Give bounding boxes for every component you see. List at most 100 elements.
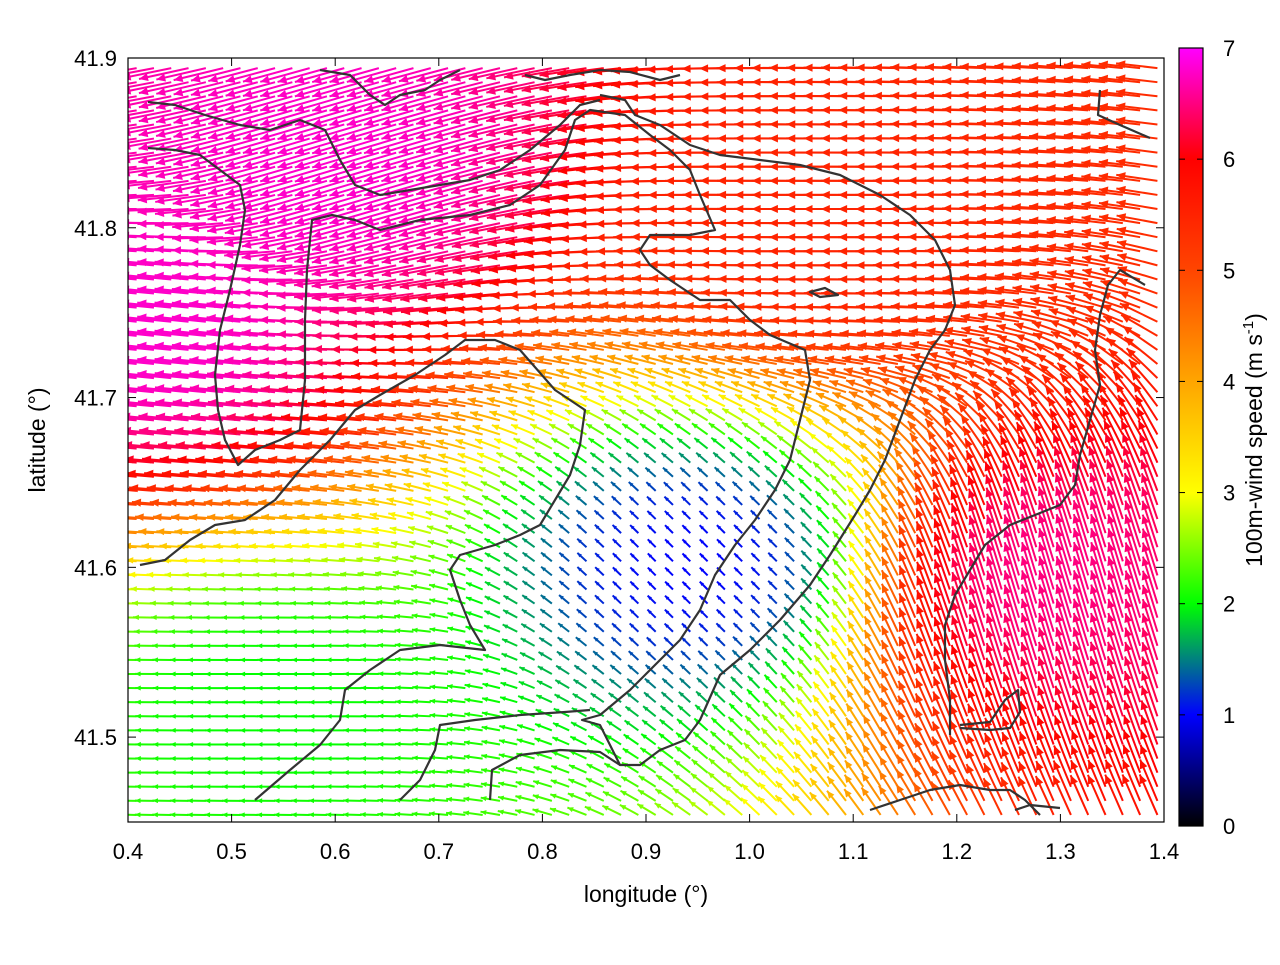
wind-vector	[613, 553, 621, 561]
wind-vector	[523, 567, 535, 576]
wind-vector	[551, 780, 569, 787]
wind-vector	[465, 655, 483, 660]
wind-vector	[881, 504, 898, 533]
wind-vector	[784, 621, 794, 632]
wind-vector	[133, 615, 154, 620]
wind-vector	[257, 700, 275, 705]
wind-vector	[698, 482, 707, 491]
wind-vector	[205, 798, 223, 803]
wind-vector	[783, 634, 794, 646]
wind-vector	[700, 525, 708, 533]
wind-vector	[751, 567, 759, 575]
wind-vector	[864, 644, 880, 674]
wind-vector	[763, 451, 777, 463]
wind-vector	[274, 629, 292, 634]
wind-vector	[1117, 227, 1158, 238]
wind-vector	[664, 637, 673, 646]
wind-vector	[447, 755, 466, 760]
wind-vector	[689, 409, 708, 420]
wind-vector	[205, 728, 223, 733]
wind-vector	[694, 438, 707, 449]
wind-vector	[682, 539, 690, 547]
wind-vector	[343, 798, 362, 803]
wind-vector	[522, 609, 535, 617]
wind-vector	[665, 553, 673, 561]
wind-vector	[222, 629, 241, 634]
wind-vector	[308, 615, 327, 620]
wind-vector	[558, 637, 570, 645]
wind-vector	[326, 672, 344, 677]
wind-vector	[863, 715, 880, 744]
wind-vector	[483, 654, 500, 660]
wind-vector	[817, 520, 829, 533]
wind-vector	[862, 773, 881, 801]
wind-vector	[503, 524, 517, 533]
wind-vector	[343, 714, 361, 719]
wind-vector	[360, 812, 379, 817]
wind-vector	[485, 596, 500, 603]
wind-vector	[607, 438, 621, 448]
wind-vector	[170, 657, 189, 662]
wind-vector	[187, 798, 206, 803]
wind-vector	[170, 812, 189, 817]
wind-vector	[447, 670, 465, 675]
wind-vector	[205, 784, 223, 789]
wind-vector	[946, 351, 985, 364]
wind-vector	[463, 496, 483, 505]
wind-vector	[240, 657, 258, 662]
wind-vector	[429, 769, 448, 774]
colorbar-tick-label: 3	[1223, 481, 1235, 506]
wind-vector	[274, 714, 292, 719]
wind-vector	[205, 714, 223, 719]
wind-vector	[730, 690, 742, 702]
wind-vector	[680, 468, 690, 477]
wind-vector	[256, 601, 276, 606]
wind-vector	[447, 727, 466, 732]
wind-vector	[751, 581, 759, 589]
y-axis-label: latitude (°)	[24, 387, 50, 492]
wind-vector	[577, 539, 586, 547]
colorbar-gradient	[1179, 48, 1203, 826]
wind-vector	[768, 595, 777, 604]
wind-vector	[291, 798, 309, 803]
wind-vector	[749, 649, 759, 659]
wind-vector	[865, 522, 881, 547]
wind-vector	[897, 740, 915, 773]
wind-vector	[672, 802, 690, 815]
wind-vector	[482, 683, 500, 688]
wind-vector	[534, 766, 552, 773]
wind-vector	[222, 728, 240, 733]
wind-vector	[393, 585, 413, 590]
wind-vector	[760, 755, 777, 773]
wind-vector	[763, 701, 777, 716]
wind-vector	[682, 610, 690, 618]
wind-vector	[748, 676, 760, 688]
wind-vector	[693, 746, 708, 759]
wind-vector	[813, 462, 828, 477]
wind-vector	[625, 720, 639, 730]
wind-vector	[725, 771, 742, 786]
wind-vector	[557, 652, 569, 660]
y-tick-label: 41.8	[74, 216, 117, 241]
wind-vector	[291, 784, 309, 789]
wind-vector	[620, 805, 639, 815]
wind-vector	[722, 408, 742, 420]
wind-vector	[498, 810, 517, 815]
wind-vector	[749, 663, 760, 674]
wind-vector	[734, 511, 742, 519]
wind-vector	[895, 365, 932, 378]
wind-vector	[914, 783, 933, 815]
wind-vector	[343, 742, 361, 747]
wind-vector	[699, 497, 708, 505]
wind-vector	[846, 380, 881, 393]
wind-vector	[799, 478, 812, 491]
wind-vector	[576, 510, 586, 519]
wind-vector	[541, 553, 552, 562]
wind-vector	[447, 698, 465, 703]
wind-vector	[466, 554, 483, 562]
wind-vector	[291, 812, 310, 817]
wind-vector	[559, 595, 569, 604]
wind-vector	[630, 596, 638, 604]
wind-vector	[395, 812, 414, 817]
wind-vector	[203, 601, 223, 606]
